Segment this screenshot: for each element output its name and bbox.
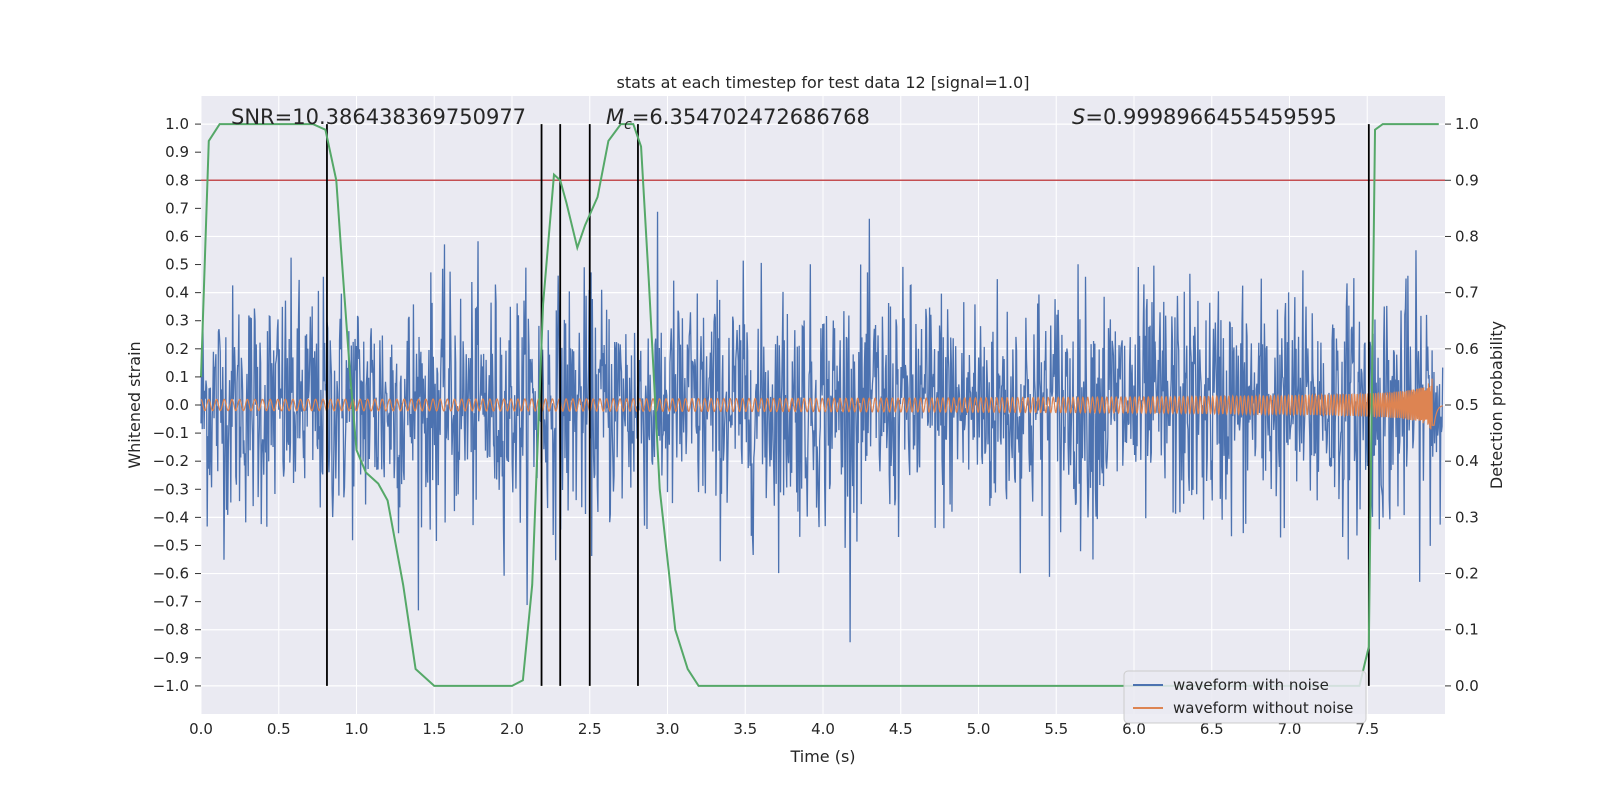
tick-labels: 0.0 0.5 1.0 1.5 2.0 2.5 3.0 3.5 4.0 4.5 5.0 5.5 6.0 6… [153, 115, 1479, 738]
y-left-tick-label: −0.1 [153, 424, 189, 442]
series-waveform-with-noise [200, 211, 1444, 643]
legend: waveform with noise waveform without noi… [1123, 670, 1367, 724]
annotation-snr: SNR=10.386438369750977 [231, 105, 526, 129]
y-left-tick-label: 0.4 [165, 284, 189, 302]
y-right-tick-label: 0.5 [1455, 396, 1479, 414]
legend-box [1123, 670, 1367, 724]
y-left-tick-label: −0.8 [153, 621, 189, 639]
y-left-tick-label: 0.0 [165, 396, 189, 414]
clean-waveform-line [200, 378, 1443, 430]
y-left-tick-label: −0.5 [153, 536, 189, 554]
y-right-tick-label: 0.6 [1455, 340, 1479, 358]
x-tick-label: 3.0 [656, 720, 680, 738]
y-right-tick-label: 0.1 [1455, 621, 1479, 639]
x-axis-label: Time (s) [789, 747, 855, 766]
y-left-tick-label: 1.0 [165, 115, 189, 133]
y-left-tick-label: −0.3 [153, 480, 189, 498]
probability-line [200, 123, 1439, 687]
noise-waveform-line [200, 211, 1444, 643]
x-tick-label: 2.0 [500, 720, 524, 738]
x-tick-label: 6.5 [1200, 720, 1224, 738]
y-left-tick-label: −0.7 [153, 593, 189, 611]
y-left-tick-label: 0.7 [165, 199, 189, 217]
y-left-tick-label: 0.2 [165, 340, 189, 358]
x-tick-label: 7.0 [1278, 720, 1302, 738]
x-tick-label: 7.5 [1355, 720, 1379, 738]
y-left-tick-label: −0.2 [153, 452, 189, 470]
x-tick-label: 3.5 [733, 720, 757, 738]
s-value: =0.9998966455459595 [1085, 105, 1336, 129]
x-tick-label: 5.5 [1044, 720, 1068, 738]
y-left-tick-label: −1.0 [153, 677, 189, 695]
y-left-tick-label: 0.1 [165, 368, 189, 386]
annotation-s: S=0.9998966455459595 [1072, 105, 1337, 129]
y-left-tick-label: −0.4 [153, 508, 189, 526]
y-right-tick-label: 1.0 [1455, 115, 1479, 133]
y-right-tick-label: 0.0 [1455, 677, 1479, 695]
series-waveform-without-noise [200, 378, 1443, 430]
x-tick-label: 0.0 [189, 720, 213, 738]
y-left-tick-label: 0.9 [165, 143, 189, 161]
x-tick-label: 4.0 [811, 720, 835, 738]
annotation-chirp-mass: Mc=6.354702472686768 [606, 105, 870, 133]
y-left-tick-label: 0.8 [165, 171, 189, 189]
y-left-tick-label: 0.3 [165, 312, 189, 330]
y-left-tick-label: −0.6 [153, 565, 189, 583]
chirp-mass-value: =6.354702472686768 [632, 105, 870, 129]
y-axis-label-right: Detection probability [1487, 321, 1506, 489]
chirp-mass-symbol: M [606, 105, 624, 129]
y-left-tick-label: 0.6 [165, 227, 189, 245]
x-tick-label: 5.0 [967, 720, 991, 738]
y-right-tick-label: 0.7 [1455, 284, 1479, 302]
y-right-tick-label: 0.4 [1455, 452, 1479, 470]
x-tick-label: 1.0 [345, 720, 369, 738]
chart-title: stats at each timestep for test data 12 … [617, 73, 1030, 92]
legend-label-noise: waveform with noise [1173, 676, 1329, 694]
x-tick-label: 1.5 [422, 720, 446, 738]
x-tick-label: 4.5 [889, 720, 913, 738]
grid [200, 96, 1445, 714]
y-left-tick-label: −0.9 [153, 649, 189, 667]
series-detection-probability [200, 123, 1439, 687]
x-tick-label: 2.5 [578, 720, 602, 738]
x-tick-label: 0.5 [267, 720, 291, 738]
y-axis-label-left: Whitened strain [125, 341, 144, 468]
legend-label-clean: waveform without noise [1173, 699, 1353, 717]
y-right-tick-label: 0.2 [1455, 565, 1479, 583]
y-right-tick-label: 0.3 [1455, 508, 1479, 526]
s-symbol: S [1072, 105, 1085, 129]
y-left-tick-label: 0.5 [165, 256, 189, 274]
y-right-tick-label: 0.9 [1455, 171, 1479, 189]
chirp-mass-subscript: c [624, 117, 632, 133]
y-right-tick-label: 0.8 [1455, 227, 1479, 245]
x-tick-label: 6.0 [1122, 720, 1146, 738]
